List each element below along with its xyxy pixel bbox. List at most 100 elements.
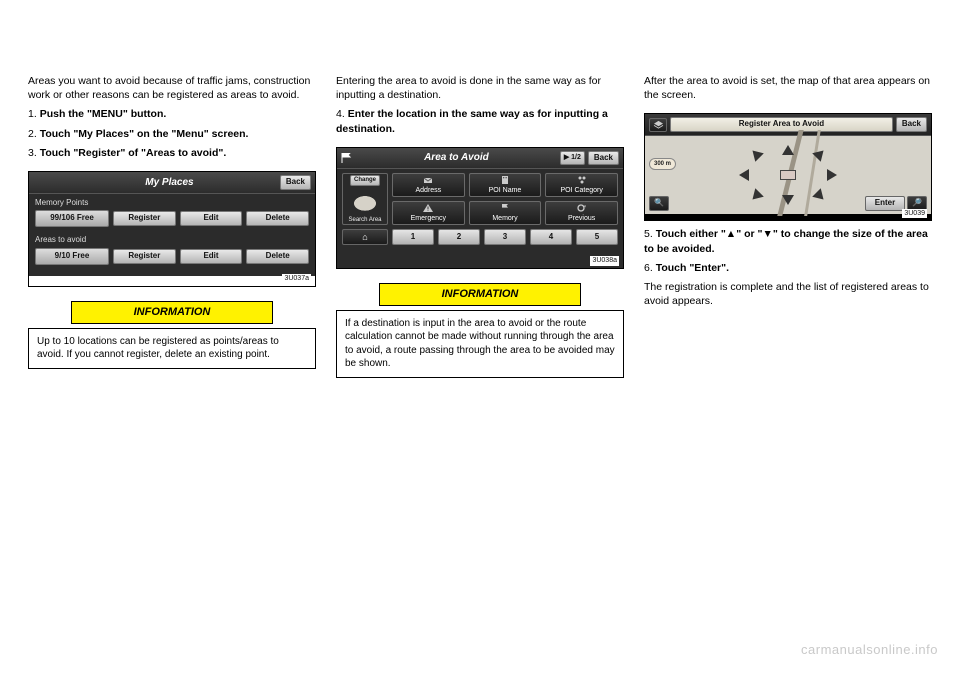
step5-bold: Touch either "▲" or "▼" to change the si… xyxy=(644,228,928,254)
panel-footer-strip xyxy=(29,276,315,286)
mp-free-count: 99/106 Free xyxy=(35,210,109,227)
us-map-icon xyxy=(347,188,383,217)
col1-intro: Areas you want to avoid because of traff… xyxy=(28,74,316,165)
info-heading-2: INFORMATION xyxy=(379,283,581,306)
myplaces-titlebar: My Places Back xyxy=(29,172,315,194)
mp-delete-button[interactable]: Delete xyxy=(246,211,309,226)
map-area[interactable]: 300 m 🔍 Enter 🔎 xyxy=(645,136,931,214)
flag-icon xyxy=(499,203,511,213)
arrow-right-icon[interactable] xyxy=(827,169,837,181)
page: { "colors": { "page_bg": "#ffffff", "pan… xyxy=(0,0,960,679)
col1-step3: 3. Touch "Register" of "Areas to avoid". xyxy=(28,146,316,160)
home-icon: ⌂ xyxy=(362,231,367,243)
tile-address-label: Address xyxy=(415,186,441,195)
panel1-caption: 3U037a xyxy=(282,274,311,283)
flag-icon xyxy=(341,153,353,163)
step3-prefix: 3. xyxy=(28,147,40,159)
areas-free-count: 9/10 Free xyxy=(35,248,109,265)
preset-4-button[interactable]: 4 xyxy=(530,229,572,245)
arrow-sw-icon[interactable] xyxy=(748,188,764,204)
tile-poi-category[interactable]: POI Category xyxy=(545,173,618,197)
scale-indicator: 300 m xyxy=(649,158,676,170)
change-button[interactable]: Change xyxy=(350,175,380,185)
column-3: After the area to avoid is set, the map … xyxy=(644,74,932,384)
enter-button[interactable]: Enter xyxy=(865,196,905,211)
mp-register-button[interactable]: Register xyxy=(113,211,176,226)
step3-bold: Touch "Register" of "Areas to avoid". xyxy=(40,147,227,159)
register-area-map-screenshot: Register Area to Avoid Back 300 m xyxy=(644,113,932,221)
tile-emergency-label: Emergency xyxy=(411,214,446,223)
ata-title: Area to Avoid xyxy=(353,151,560,165)
arrow-down-icon[interactable] xyxy=(782,195,794,205)
search-area-tile[interactable]: Change Search Area xyxy=(342,173,388,225)
col3-step6: 6. Touch "Enter". xyxy=(644,261,932,275)
arrow-up-icon[interactable] xyxy=(782,145,794,155)
myplaces-title: My Places xyxy=(59,176,280,190)
column-2: Entering the area to avoid is done in th… xyxy=(336,74,624,384)
areas-register-button[interactable]: Register xyxy=(113,249,176,264)
preset-5-button[interactable]: 5 xyxy=(576,229,618,245)
step2-prefix: 2. xyxy=(28,128,40,140)
direction-arrows xyxy=(740,147,836,203)
arrow-se-icon[interactable] xyxy=(812,188,828,204)
back-button[interactable]: Back xyxy=(280,175,311,190)
mp-edit-button[interactable]: Edit xyxy=(180,211,243,226)
ata-number-row: ⌂ 1 2 3 4 5 xyxy=(342,229,618,245)
zoom-in-button[interactable]: 🔍 xyxy=(649,196,669,211)
my-places-screenshot: My Places Back Memory Points 99/106 Free… xyxy=(28,171,316,287)
arrow-nw-icon[interactable] xyxy=(748,146,764,162)
arrow-left-icon[interactable] xyxy=(739,169,749,181)
search-area-label: Search Area xyxy=(348,216,381,224)
areas-edit-button[interactable]: Edit xyxy=(180,249,243,264)
warning-icon xyxy=(422,203,434,213)
tile-previous-label: Previous xyxy=(568,214,595,223)
info-box-2: If a destination is input in the area to… xyxy=(336,310,624,378)
col1-step2: 2. Touch "My Places" on the "Menu" scree… xyxy=(28,127,316,141)
step6-bold: Touch "Enter". xyxy=(656,262,729,274)
step4-prefix: 4. xyxy=(336,108,348,120)
previous-icon xyxy=(576,203,588,213)
panel2-caption: 3U038a xyxy=(590,256,619,265)
step4-bold: Enter the location in the same way as fo… xyxy=(336,108,608,134)
areas-to-avoid-label: Areas to avoid xyxy=(35,235,309,246)
layers-icon[interactable] xyxy=(649,118,667,132)
tile-poi-category-label: POI Category xyxy=(560,186,602,195)
preset-2-button[interactable]: 2 xyxy=(438,229,480,245)
tile-memory[interactable]: Memory xyxy=(469,201,542,225)
preset-3-button[interactable]: 3 xyxy=(484,229,526,245)
tile-previous[interactable]: Previous xyxy=(545,201,618,225)
preset-1-button[interactable]: 1 xyxy=(392,229,434,245)
home-button[interactable]: ⌂ xyxy=(342,229,388,245)
back-button[interactable]: Back xyxy=(896,117,927,132)
info-box-1: Up to 10 locations can be registered as … xyxy=(28,328,316,369)
tile-poi-name-label: POI Name xyxy=(489,186,522,195)
ata-titlebar: Area to Avoid ▶ 1/2 Back xyxy=(337,148,623,170)
watermark: carmanualsonline.info xyxy=(801,642,938,657)
tile-address[interactable]: Address xyxy=(392,173,465,197)
category-icon xyxy=(576,175,588,185)
zoom-out-icon: 🔎 xyxy=(912,198,922,209)
mailbox-icon xyxy=(422,175,434,185)
col2-step4: 4. Enter the location in the same way as… xyxy=(336,107,624,135)
panel3-caption: 3U039 xyxy=(902,209,927,218)
step2-bold: Touch "My Places" on the "Menu" screen. xyxy=(40,128,249,140)
info-heading-1: INFORMATION xyxy=(71,301,273,324)
page-indicator[interactable]: ▶ 1/2 xyxy=(560,151,585,164)
step5-prefix: 5. xyxy=(644,228,656,240)
ata-body: Change Search Area Address POI Name xyxy=(337,169,623,251)
step1-prefix: 1. xyxy=(28,108,40,120)
step6-prefix: 6. xyxy=(644,262,656,274)
col3-lead: After the area to avoid is set, the map … xyxy=(644,74,932,102)
memory-points-row: 99/106 Free Register Edit Delete xyxy=(29,210,315,231)
zoom-in-icon: 🔍 xyxy=(654,198,664,209)
col1-step1: 1. Push the "MENU" button. xyxy=(28,107,316,121)
areas-row: 9/10 Free Register Edit Delete xyxy=(29,248,315,269)
areas-delete-button[interactable]: Delete xyxy=(246,249,309,264)
tile-emergency[interactable]: Emergency xyxy=(392,201,465,225)
tile-poi-name[interactable]: POI Name xyxy=(469,173,542,197)
arrow-ne-icon[interactable] xyxy=(812,146,828,162)
column-1: Areas you want to avoid because of traff… xyxy=(28,74,316,384)
back-button[interactable]: Back xyxy=(588,151,619,166)
map-title: Register Area to Avoid xyxy=(670,117,893,132)
area-marker xyxy=(780,170,796,180)
